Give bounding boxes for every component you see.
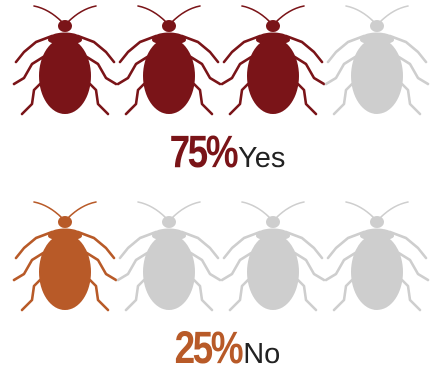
pictogram-row-no bbox=[0, 200, 440, 320]
stat-yes: 75% Yes bbox=[0, 129, 440, 174]
bedbug-icon bbox=[114, 4, 224, 122]
stat-no: 25% No bbox=[0, 325, 440, 370]
no-label: No bbox=[243, 338, 281, 370]
no-percent: 25% bbox=[174, 322, 243, 373]
bedbug-icon bbox=[218, 4, 328, 122]
bedbug-icon bbox=[322, 4, 432, 122]
bedbug-icon bbox=[10, 200, 120, 318]
bedbug-icon bbox=[10, 4, 120, 122]
bedbug-icon bbox=[114, 200, 224, 318]
yes-label: Yes bbox=[238, 142, 286, 174]
yes-percent: 75% bbox=[169, 126, 238, 177]
bedbug-icon bbox=[322, 200, 432, 318]
pictogram-row-yes bbox=[0, 4, 440, 124]
bedbug-icon bbox=[218, 200, 328, 318]
